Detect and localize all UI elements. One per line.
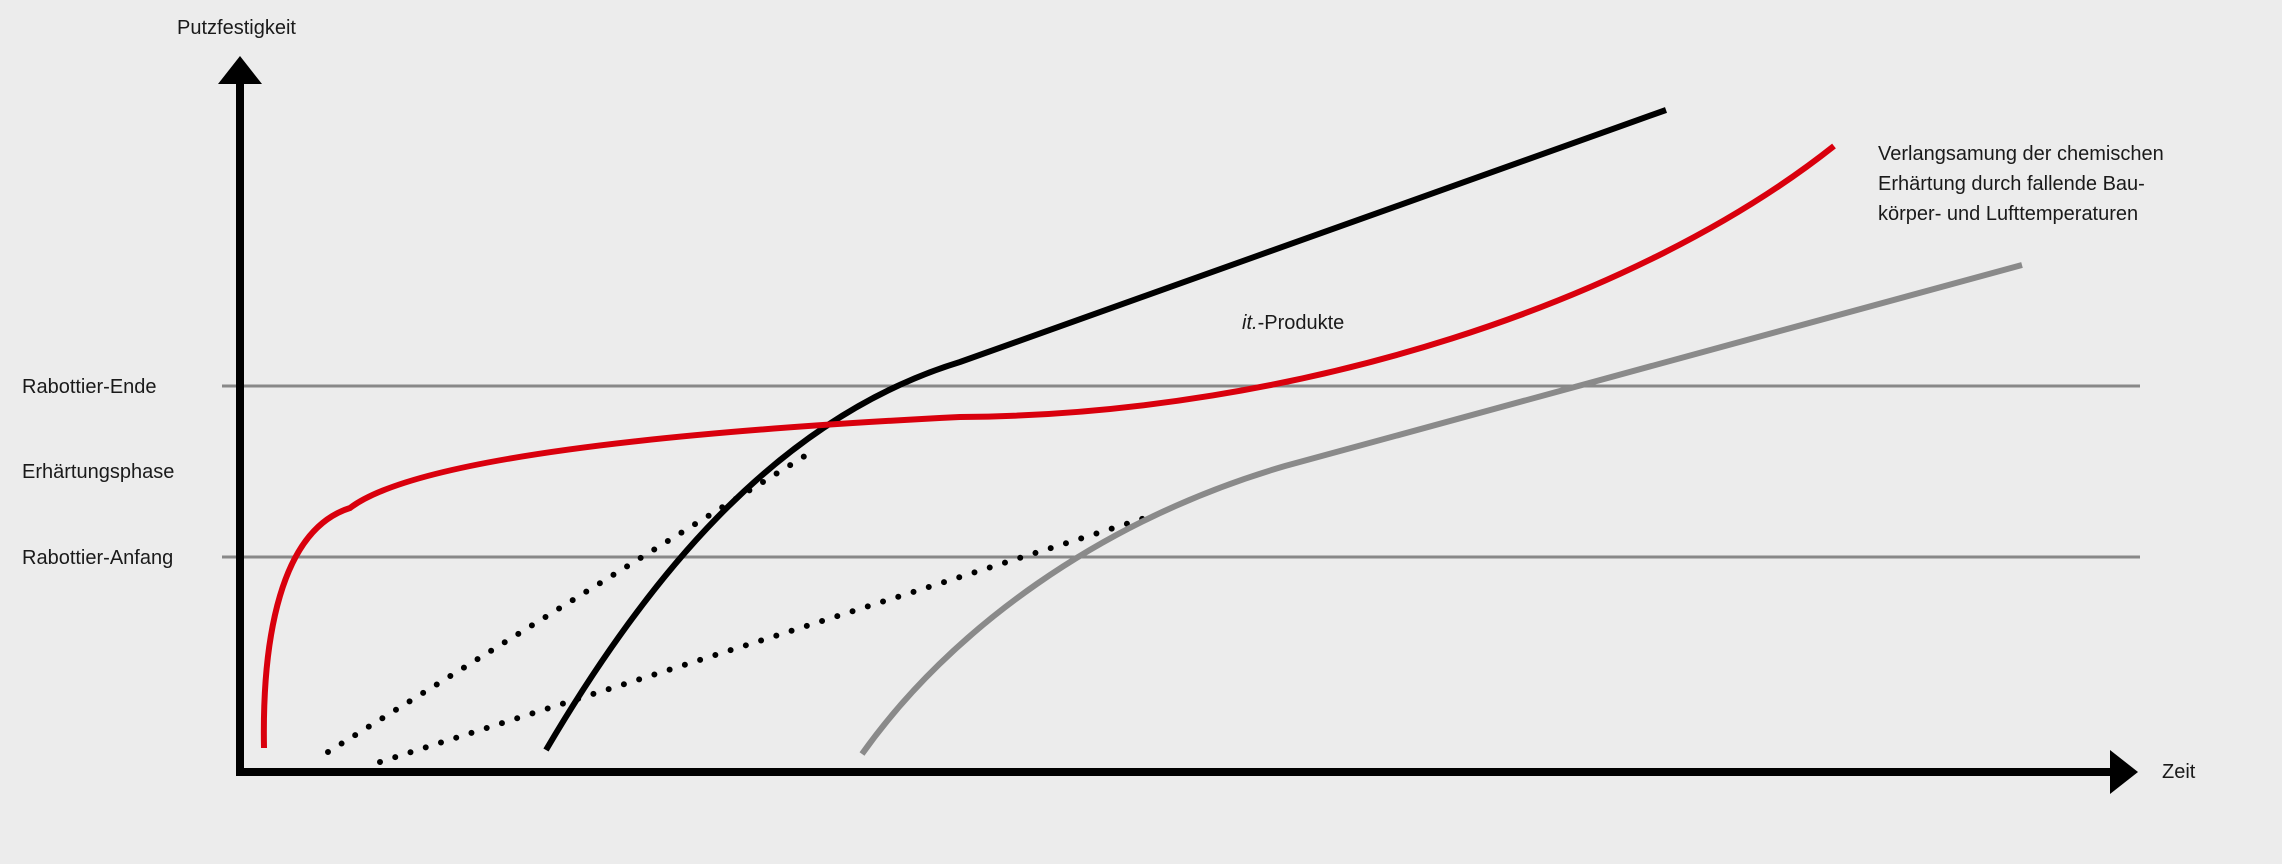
x-axis-arrow-icon <box>2110 750 2138 794</box>
y-axis-arrow-icon <box>218 56 262 84</box>
dotted-guide-2 <box>377 515 1148 765</box>
dotted-guide-1 <box>325 451 811 755</box>
label-erhaertungsphase: Erhärtungsphase <box>22 461 175 483</box>
y-axis-label: Putzfestigkeit <box>177 17 296 39</box>
slowdown-note-line-2: Erhärtung durch fallende Bau- <box>1878 173 2145 195</box>
x-axis-label: Zeit <box>2162 761 2196 783</box>
product-label: it.-Produkte <box>1242 313 1344 333</box>
comparison-curve <box>543 107 1668 752</box>
slowdown-note-line-1: Verlangsamung der chemischen <box>1878 143 2164 165</box>
label-rabottier-start: Rabottier-Anfang <box>22 547 174 569</box>
product-label-rest: -Produkte <box>1257 312 1345 334</box>
product-label-italic: it. <box>1242 312 1258 334</box>
slowdown-note: Verlangsamung der chemischen Erhärtung d… <box>1878 139 2164 229</box>
label-rabottier-end: Rabottier-Ende <box>22 376 157 398</box>
slowdown-note-line-3: körper- und Lufttemperaturen <box>1878 203 2139 225</box>
slow-curve <box>859 262 2023 756</box>
product-curve <box>260 143 1836 749</box>
